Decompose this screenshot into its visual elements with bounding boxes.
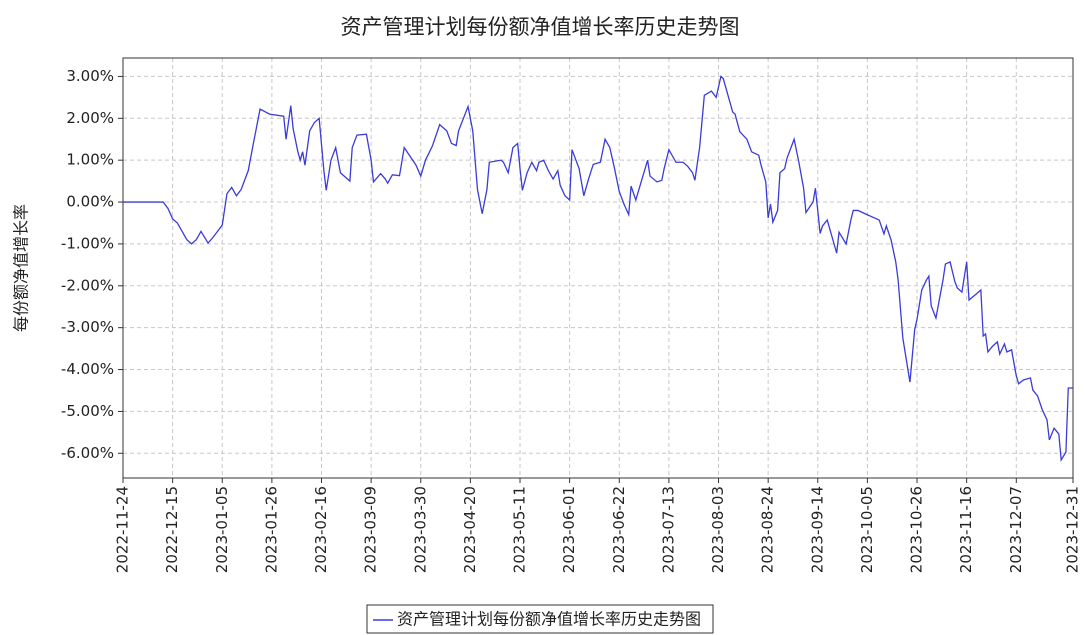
x-tick-label: 2023-08-24 — [759, 486, 777, 573]
x-tick-label: 2023-03-09 — [362, 486, 380, 573]
x-tick-label: 2023-09-14 — [808, 486, 826, 573]
y-tick-label: -2.00% — [61, 276, 114, 294]
x-tick-label: 2023-10-26 — [908, 486, 926, 573]
x-tick-label: 2023-06-22 — [610, 486, 628, 573]
data-line — [123, 75, 1073, 463]
chart-title: 资产管理计划每份额净值增长率历史走势图 — [341, 15, 740, 39]
y-tick-label: 3.00% — [66, 67, 114, 85]
x-tick-label: 2023-12-07 — [1007, 486, 1025, 573]
x-tick-label: 2022-12-15 — [163, 486, 181, 573]
legend: 资产管理计划每份额净值增长率历史走势图 — [366, 604, 714, 634]
x-tick-label: 2023-12-31 — [1064, 486, 1082, 573]
y-tick-label: 0.00% — [66, 193, 114, 211]
plot-frame — [122, 57, 1074, 479]
x-tick-label: 2023-10-05 — [858, 486, 876, 573]
y-tick-label: -5.00% — [61, 402, 114, 420]
y-tick-label: 2.00% — [66, 109, 114, 127]
y-tick-label: 1.00% — [66, 151, 114, 169]
y-tick-label: -3.00% — [61, 318, 114, 336]
y-tick-label: -6.00% — [61, 444, 114, 462]
legend-box — [366, 604, 714, 634]
x-tick-label: 2023-08-03 — [709, 486, 727, 573]
x-tick-label: 2023-01-26 — [262, 486, 280, 573]
y-tick-label: -1.00% — [61, 234, 114, 252]
x-tick-label: 2023-11-16 — [957, 486, 975, 573]
x-tick-label: 2023-03-30 — [411, 486, 429, 573]
x-tick-label: 2023-05-11 — [511, 486, 529, 573]
x-tick-label: 2023-07-13 — [659, 486, 677, 573]
x-tick-label: 2023-01-05 — [213, 486, 231, 573]
x-tick-label: 2023-06-01 — [560, 486, 578, 573]
legend-label: 资产管理计划每份额净值增长率历史走势图 — [397, 610, 701, 629]
y-tick-label: -4.00% — [61, 360, 114, 378]
x-tick-label: 2023-04-20 — [461, 486, 479, 573]
y-axis-label: 每份额净值增长率 — [12, 204, 31, 332]
x-tick-label: 2023-02-16 — [312, 486, 330, 573]
x-tick-label: 2022-11-24 — [114, 486, 132, 573]
